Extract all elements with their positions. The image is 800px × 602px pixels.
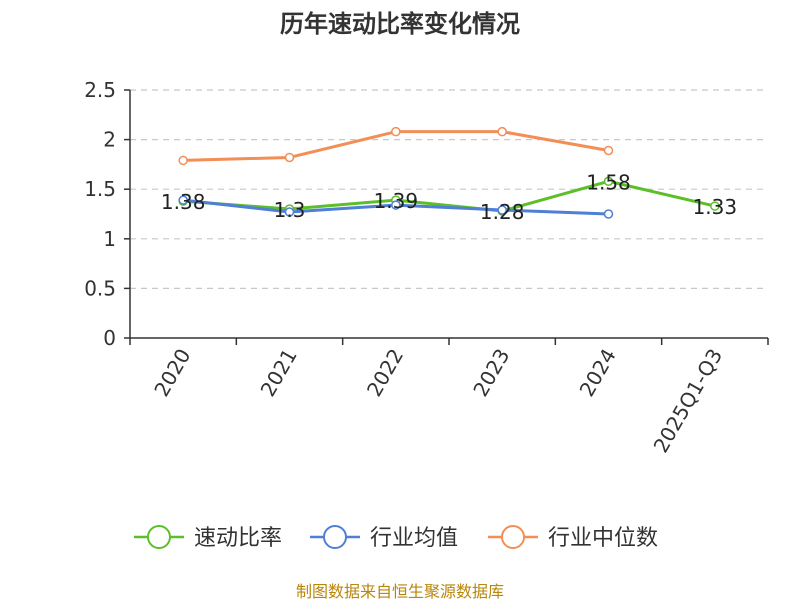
data-point xyxy=(603,145,614,156)
x-tick-label: 2023 xyxy=(468,344,514,400)
chart-title: 历年速动比率变化情况 xyxy=(280,10,520,38)
data-point xyxy=(178,195,188,205)
data-label: 1.58 xyxy=(586,170,631,194)
y-tick-label: 1 xyxy=(103,227,116,251)
legend-label: 速动比率 xyxy=(194,526,282,551)
data-label: 1.39 xyxy=(374,189,419,213)
data-point xyxy=(603,209,614,219)
y-tick-labels: 0 0.5 1 1.5 2 2.5 xyxy=(84,78,116,350)
data-point xyxy=(284,207,295,217)
legend-item: 行业中位数 xyxy=(488,525,658,551)
gridlines xyxy=(130,89,768,289)
data-label: 1.38 xyxy=(161,190,206,214)
data-point xyxy=(391,126,401,137)
x-tick-label: 2022 xyxy=(362,345,408,401)
data-point xyxy=(710,201,720,211)
y-tick-label: 2 xyxy=(103,128,116,152)
legend-item: 速动比率 xyxy=(134,525,282,551)
x-tick-labels: 2020 2021 2022 2023 2024 2025Q1-Q3 xyxy=(149,344,727,456)
legend-label: 行业中位数 xyxy=(548,526,658,551)
data-label: 1.33 xyxy=(693,195,738,219)
legend-swatch-marker xyxy=(501,525,525,549)
data-point xyxy=(603,176,614,187)
x-tick-label: 2020 xyxy=(149,345,195,401)
x-tick-label: 2021 xyxy=(256,345,302,401)
x-tick-label: 2024 xyxy=(575,345,621,401)
legend-swatch-marker xyxy=(147,525,171,549)
data-point xyxy=(284,152,295,163)
y-tick-label: 0.5 xyxy=(84,276,116,300)
data-point xyxy=(497,126,507,137)
data-label: 1.3 xyxy=(274,198,306,222)
legend-item: 行业均值 xyxy=(310,525,458,551)
data-labels: 1.38 1.3 1.39 1.28 1.58 1.33 xyxy=(161,170,737,224)
data-point xyxy=(178,155,188,166)
y-tick-label: 2.5 xyxy=(84,78,116,102)
legend-label: 行业均值 xyxy=(370,526,458,551)
data-point xyxy=(391,200,401,210)
legend: 速动比率 行业均值 行业中位数 xyxy=(134,525,658,551)
data-point xyxy=(497,205,507,215)
legend-swatch-marker xyxy=(323,525,347,549)
y-tick-label: 1.5 xyxy=(84,177,116,201)
axes xyxy=(124,89,769,345)
x-tick-label: 2025Q1-Q3 xyxy=(648,345,727,457)
series-lines xyxy=(178,126,720,219)
y-tick-label: 0 xyxy=(103,326,116,350)
data-label: 1.28 xyxy=(480,200,525,224)
source-note: 制图数据来自恒生聚源数据库 xyxy=(295,582,504,601)
series-line xyxy=(183,179,716,213)
